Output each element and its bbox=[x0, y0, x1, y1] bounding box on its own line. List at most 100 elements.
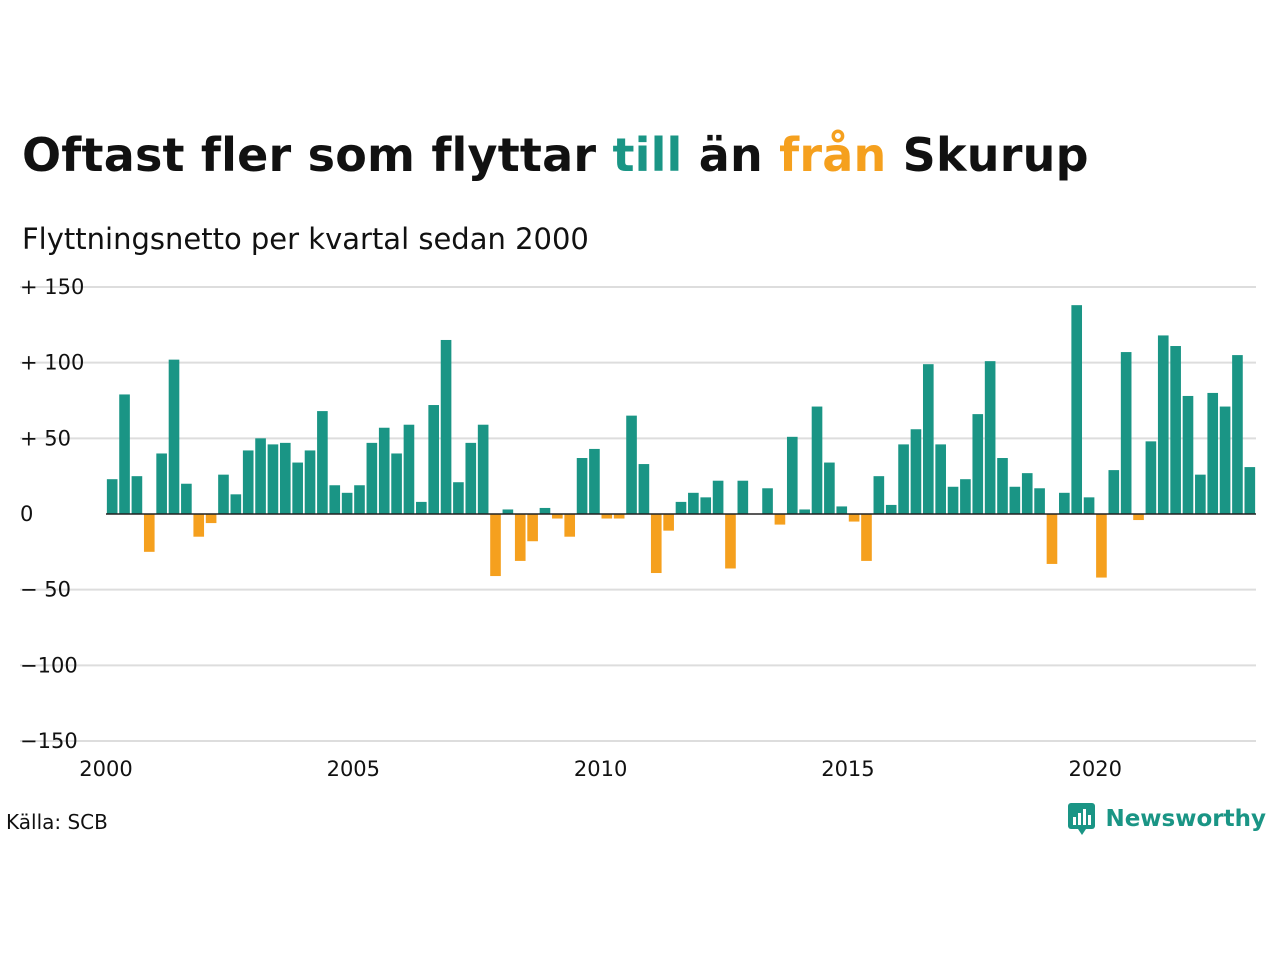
bar bbox=[1083, 497, 1095, 514]
bar bbox=[440, 339, 452, 514]
bar bbox=[279, 442, 291, 514]
bar bbox=[354, 485, 365, 514]
bar bbox=[378, 427, 390, 514]
bar bbox=[688, 492, 699, 514]
bar bbox=[1244, 467, 1256, 514]
bar bbox=[1145, 441, 1157, 514]
bar bbox=[1207, 392, 1219, 514]
brand-logo[interactable]: Newsworthy bbox=[1067, 802, 1266, 836]
bar bbox=[1133, 514, 1144, 521]
bar bbox=[1046, 514, 1058, 564]
bar bbox=[1182, 395, 1194, 514]
brand-name: Newsworthy bbox=[1105, 806, 1266, 832]
bar bbox=[341, 492, 353, 514]
bar bbox=[527, 514, 538, 542]
bar bbox=[638, 464, 650, 514]
bar bbox=[490, 514, 501, 577]
bar bbox=[1071, 305, 1083, 514]
x-tick-label: 2005 bbox=[327, 757, 380, 781]
title-part-3: Skurup bbox=[886, 128, 1089, 182]
bar bbox=[267, 444, 279, 514]
bar bbox=[539, 507, 551, 514]
x-tick-label: 2020 bbox=[1069, 757, 1122, 781]
bar bbox=[725, 514, 736, 569]
bar bbox=[836, 506, 848, 514]
chart-title: Oftast fler som flyttar till än från Sku… bbox=[22, 128, 1089, 182]
bar bbox=[453, 482, 464, 514]
bar bbox=[304, 450, 316, 514]
x-tick-label: 2010 bbox=[574, 757, 627, 781]
bar bbox=[1232, 355, 1243, 514]
bar bbox=[416, 501, 427, 514]
bar bbox=[564, 514, 576, 537]
x-tick-label: 2000 bbox=[79, 757, 132, 781]
bar bbox=[1059, 492, 1070, 514]
bar bbox=[403, 424, 415, 514]
bar bbox=[292, 462, 303, 514]
bar bbox=[910, 429, 922, 514]
y-tick-label: + 50 bbox=[20, 426, 71, 450]
bar bbox=[873, 476, 885, 514]
bar bbox=[1021, 473, 1033, 514]
bar bbox=[391, 453, 402, 514]
bar bbox=[848, 514, 860, 522]
bar bbox=[242, 450, 254, 514]
title-part-2: än bbox=[682, 128, 780, 182]
bar bbox=[675, 501, 687, 514]
bar bbox=[576, 458, 588, 514]
bar bbox=[1034, 488, 1045, 514]
bar bbox=[960, 479, 971, 514]
bar bbox=[218, 474, 229, 514]
title-part-1: Oftast fler som flyttar bbox=[22, 128, 613, 182]
bar bbox=[786, 436, 798, 514]
bar bbox=[601, 514, 613, 519]
bar bbox=[1157, 335, 1169, 514]
bar bbox=[502, 509, 514, 514]
bar bbox=[663, 514, 674, 531]
bar bbox=[106, 479, 118, 514]
bar bbox=[947, 486, 959, 514]
bar bbox=[131, 476, 143, 514]
bar bbox=[119, 394, 130, 514]
newsworthy-logo-icon bbox=[1068, 803, 1096, 835]
bar bbox=[613, 514, 625, 519]
bar bbox=[922, 364, 934, 514]
bar bbox=[193, 514, 205, 537]
title-word-in: till bbox=[612, 128, 683, 182]
bar bbox=[1096, 514, 1107, 578]
bar bbox=[774, 514, 786, 525]
bar bbox=[428, 405, 439, 514]
bar bbox=[156, 453, 167, 514]
bar bbox=[230, 494, 242, 514]
bar bbox=[143, 514, 155, 552]
bar bbox=[762, 488, 773, 514]
bar bbox=[317, 411, 328, 514]
source-note: Källa: SCB bbox=[6, 810, 108, 834]
bar bbox=[465, 442, 477, 514]
bar bbox=[477, 424, 489, 514]
bar bbox=[1009, 486, 1021, 514]
y-tick-label: + 150 bbox=[20, 275, 84, 299]
bar bbox=[552, 514, 563, 519]
bar bbox=[1120, 352, 1132, 514]
y-tick-label: − 50 bbox=[20, 578, 71, 602]
bar bbox=[168, 359, 180, 514]
bar bbox=[589, 448, 600, 514]
bar bbox=[1170, 346, 1181, 514]
bar bbox=[205, 514, 217, 524]
bar bbox=[984, 361, 996, 514]
bar bbox=[861, 514, 872, 561]
bar bbox=[514, 514, 526, 561]
bar bbox=[255, 438, 266, 514]
bar bbox=[824, 462, 835, 514]
y-tick-label: −150 bbox=[20, 729, 78, 753]
bar bbox=[997, 458, 1008, 514]
bar bbox=[737, 480, 749, 514]
bar bbox=[366, 442, 378, 514]
y-tick-label: 0 bbox=[20, 502, 33, 526]
bar bbox=[811, 406, 823, 514]
bar bbox=[885, 504, 897, 514]
bar bbox=[972, 414, 984, 514]
bar bbox=[181, 483, 192, 514]
